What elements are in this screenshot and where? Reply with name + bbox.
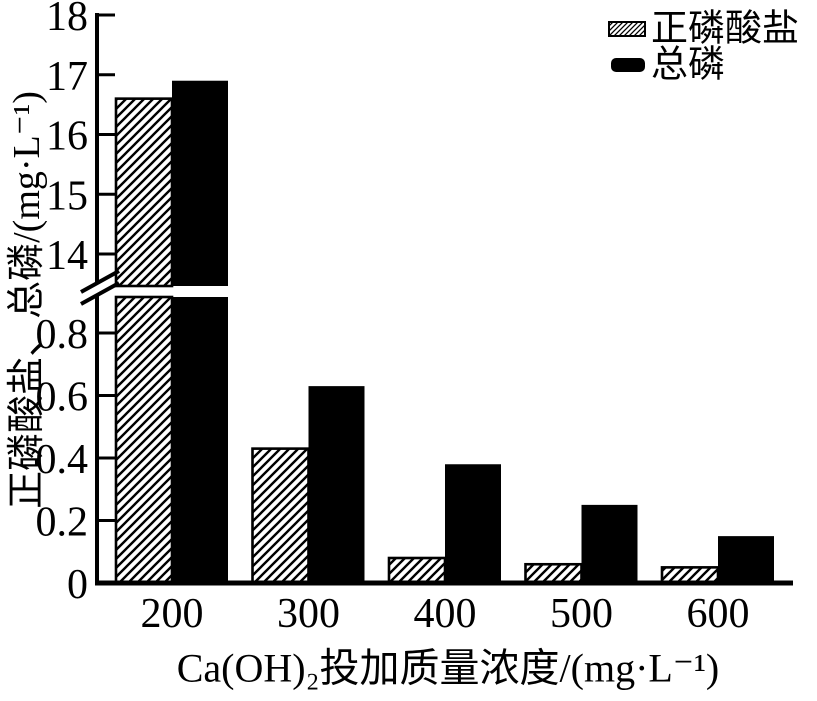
bars-group [114,80,774,585]
bar-total-phosphorus-600 [718,536,774,583]
y-tick-label-0.6: 0.6 [36,375,89,421]
x-axis-title: Ca(OH)₂投加质量浓度/(mg·L⁻¹) [177,646,720,691]
legend-swatch-orthophosphate-icon [608,21,646,37]
legend-label-orthophosphate: 正磷酸盐 [651,8,799,50]
x-category-label-400: 400 [414,591,477,637]
bar-orthophosphate-200-upper-segment [114,97,174,288]
y-axis-title: 正磷酸盐、总磷/(mg·L⁻¹) [6,91,48,509]
bar-total-phosphorus-200-lower-segment [172,297,228,583]
x-category-label-500: 500 [550,591,613,637]
y-tick-label-0: 0 [67,562,88,608]
bar-orthophosphate-400 [387,556,447,585]
legend: 正磷酸盐 总磷 [608,8,799,86]
legend-swatch-total-phosphorus-icon [611,58,645,72]
bar-total-phosphorus-200-upper-segment [172,80,228,286]
x-category-label-600: 600 [687,591,750,637]
y-tick-label-15: 15 [46,173,88,219]
y-tick-label-0.2: 0.2 [36,500,89,546]
x-category-label-300: 300 [277,591,340,637]
bar-orthophosphate-500 [524,562,583,585]
bar-orthophosphate-200-lower-segment [114,295,174,585]
legend-label-total-phosphorus: 总磷 [651,45,725,86]
y-tick-label-0.4: 0.4 [36,437,89,483]
x-category-label-200: 200 [141,591,204,637]
y-tick-label-14: 14 [46,233,88,279]
y-tick-label-18: 18 [46,0,88,40]
y-tick-label-17: 17 [46,54,88,100]
x-category-labels-group: 200 300 400 500 600 [141,591,750,637]
y-ticks-group: 18 17 16 15 14 0.8 0.6 0.4 0.2 0 [36,0,115,608]
bar-orthophosphate-300 [251,447,310,585]
bar-total-phosphorus-300 [308,386,365,583]
y-tick-label-16: 16 [46,114,88,160]
bar-total-phosphorus-400 [445,464,501,583]
y-tick-label-0.8: 0.8 [36,312,89,358]
bar-total-phosphorus-500 [581,504,638,583]
y-axis-break-mark-icon [80,269,120,306]
